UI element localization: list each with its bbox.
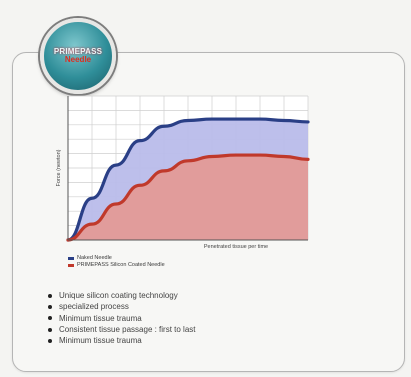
list-item-text: Consistent tissue passage : first to las… [59,324,196,334]
x-axis-label: Penetrated tissue per time [204,244,268,250]
bullet-icon [48,338,52,343]
list-item: Consistent tissue passage : first to las… [48,324,196,335]
list-item: Minimum tissue trauma [48,335,196,346]
list-item: Minimum tissue trauma [48,313,196,324]
legend-label-coated: PRIMEPASS Silicon Coated Needle [77,262,165,268]
legend-label-naked: Naked Needle [77,255,112,261]
bullet-icon [48,293,52,298]
list-item-text: Minimum tissue trauma [59,336,142,346]
list-item: Unique silicon coating technology [48,290,196,301]
bullet-icon [48,304,52,309]
bullet-icon [48,327,52,332]
series-line-naked-needle [66,117,310,242]
chart-legend: Naked Needle PRIMEPASS Silicon Coated Ne… [68,255,165,269]
feature-list: Unique silicon coating technology specia… [48,290,196,346]
area-coated-needle [68,155,308,240]
legend-item-naked: Naked Needle [68,255,165,262]
legend-swatch-coated [68,264,74,267]
list-item-text: specialized process [59,302,129,312]
list-item: specialized process [48,301,196,312]
chart-lines [66,117,310,242]
legend-swatch-naked [68,257,74,260]
list-item-text: Unique silicon coating technology [59,291,178,300]
list-item-text: Minimum tissue trauma [59,313,142,323]
bullet-icon [48,316,52,321]
badge-subtitle: Needle [64,55,92,64]
series-line-coated-needle [66,153,310,242]
chart-areas [68,119,308,240]
legend-item-coated: PRIMEPASS Silicon Coated Needle [68,262,165,269]
badge-brand: PRIMEPASS [53,46,103,56]
y-axis-label: Force (newton) [56,149,62,186]
brand-badge: PRIMEPASS Needle [40,18,116,94]
force-chart: Force (newton) Penetrated tissue per tim… [56,95,310,250]
